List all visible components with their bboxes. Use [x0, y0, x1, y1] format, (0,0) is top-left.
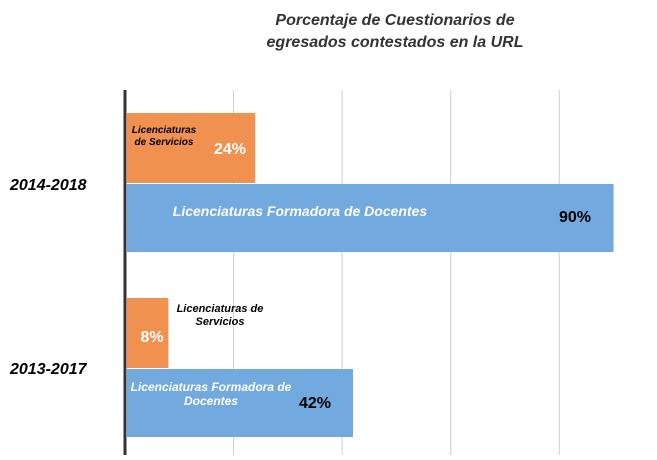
category-label: 2014-2018: [9, 177, 87, 194]
bar-series-name: Licenciaturas Formadora de Docentes: [172, 203, 428, 219]
value-label: 8%: [140, 329, 163, 346]
bar-series-name: Licenciaturas Formadora de Docentes: [130, 380, 292, 409]
bar-name-box: Licenciaturas Formadora de Docentes: [130, 380, 292, 409]
value-label: 90%: [559, 209, 591, 226]
bar-series-name: Licenciaturas de Servicios: [131, 125, 197, 148]
bar: [127, 184, 614, 252]
bar-series-name: Licenciaturas de Servicios: [176, 303, 264, 329]
category-label: 2013-2017: [9, 361, 88, 378]
bar: [127, 369, 353, 437]
bar: [127, 113, 256, 183]
bar-name-box: Licenciaturas Formadora de Docentes: [172, 203, 428, 219]
chart-title: Porcentaje de Cuestionarios de egresados…: [266, 12, 524, 51]
bar: [127, 298, 169, 368]
bar-name-box: Licenciaturas de Servicios: [176, 303, 264, 329]
value-label: 24%: [214, 141, 246, 158]
bar-name-box: Licenciaturas de Servicios: [131, 125, 197, 148]
title-box: Porcentaje de Cuestionarios de egresados…: [266, 12, 524, 51]
value-label: 42%: [299, 395, 331, 412]
